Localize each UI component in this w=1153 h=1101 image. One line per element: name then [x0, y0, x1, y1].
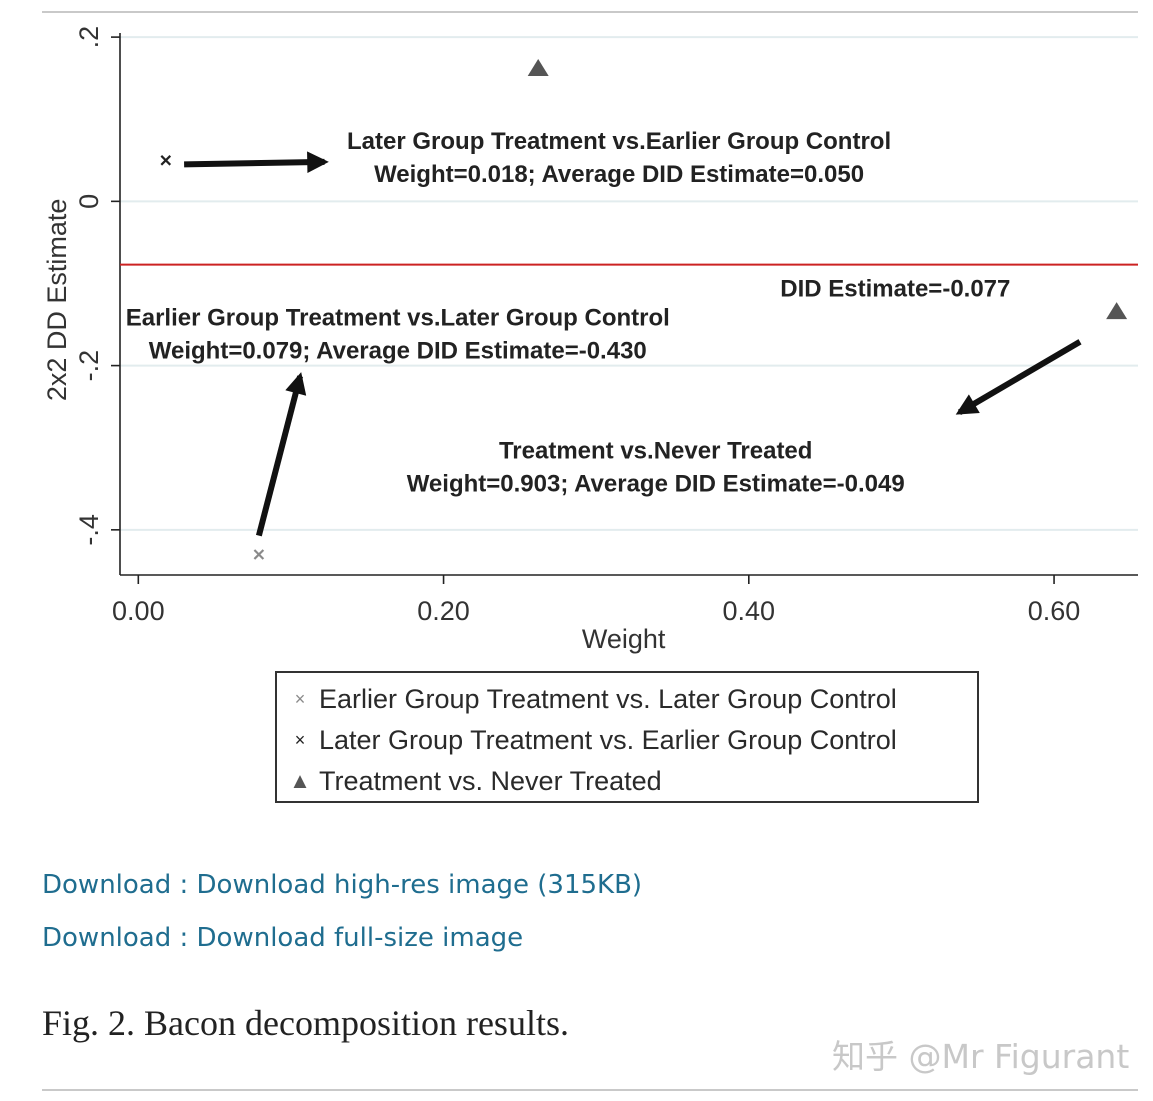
legend-item-earlier: × Earlier Group Treatment vs. Later Grou…: [287, 681, 897, 717]
triangle-point-0: [527, 58, 549, 76]
cross-stroke: [253, 549, 265, 560]
annotation-later: Later Group Treatment vs.Earlier Group C…: [347, 128, 891, 188]
annotation-line: Weight=0.079; Average DID Estimate=-0.43…: [149, 337, 647, 364]
annotation-line: Weight=0.018; Average DID Estimate=0.050: [374, 161, 864, 188]
legend-label: Later Group Treatment vs. Earlier Group …: [319, 724, 897, 755]
legend-item-never-treated: ▲ Treatment vs. Never Treated: [287, 763, 662, 799]
light-cross-point-0: [253, 549, 265, 560]
figure-caption: Fig. 2. Bacon decomposition results.: [42, 1003, 569, 1043]
annotation-line: Later Group Treatment vs.Earlier Group C…: [347, 128, 891, 155]
annotation-did: DID Estimate=-0.077: [780, 276, 1010, 303]
annotation-arrow-0: [184, 151, 329, 174]
y-axis-title: 2x2 DD Estimate: [42, 199, 72, 402]
x-tick-label: 0.60: [1028, 596, 1081, 626]
y-tick-label: -.4: [74, 514, 104, 546]
y-tick-label: 0: [74, 194, 104, 209]
scatter-plot: 0.00 0.20 0.40 0.60 .2 0 -.2 -.4 Later Group Tr…: [42, 26, 1138, 654]
y-tick-label: -.2: [74, 350, 104, 382]
watermark: 知乎 @Mr Figurant: [832, 1037, 1130, 1076]
legend-item-later: × Later Group Treatment vs. Earlier Grou…: [287, 722, 897, 758]
x-tick-label: 0.40: [723, 596, 776, 626]
dark-cross-point-0: [160, 155, 172, 166]
annotation-never: Treatment vs.Never Treated Weight=0.903; …: [407, 437, 905, 497]
legend-label: Earlier Group Treatment vs. Later Group …: [319, 683, 897, 714]
x-axis-title: Weight: [582, 624, 666, 654]
legend-label: Treatment vs. Never Treated: [319, 765, 662, 796]
dark-cross-marker-icon: ×: [294, 729, 306, 750]
top-divider: [42, 11, 1138, 13]
y-tick-label: .2: [74, 26, 104, 49]
chart-legend: × Earlier Group Treatment vs. Later Grou…: [275, 671, 979, 803]
x-tick-label: 0.20: [417, 596, 470, 626]
annotation-line: Weight=0.903; Average DID Estimate=-0.04…: [407, 470, 905, 497]
triangle-point-1: [1106, 302, 1128, 320]
bottom-divider: [42, 1089, 1138, 1091]
annotation-arrow-1: [255, 372, 307, 537]
download-fullsize-link[interactable]: Download : Download full-size image: [42, 923, 524, 953]
annotation-line: Treatment vs.Never Treated: [499, 437, 813, 464]
annotation-earlier: Earlier Group Treatment vs.Later Group C…: [126, 304, 670, 364]
annotation-arrow-2: [955, 339, 1082, 415]
light-cross-marker-icon: ×: [294, 688, 306, 709]
triangle-marker-icon: ▲: [289, 768, 311, 793]
annotation-line: Earlier Group Treatment vs.Later Group C…: [126, 304, 670, 331]
download-highres-link[interactable]: Download : Download high-res image (315K…: [42, 870, 643, 900]
cross-stroke: [160, 155, 172, 166]
x-tick-label: 0.00: [112, 596, 165, 626]
